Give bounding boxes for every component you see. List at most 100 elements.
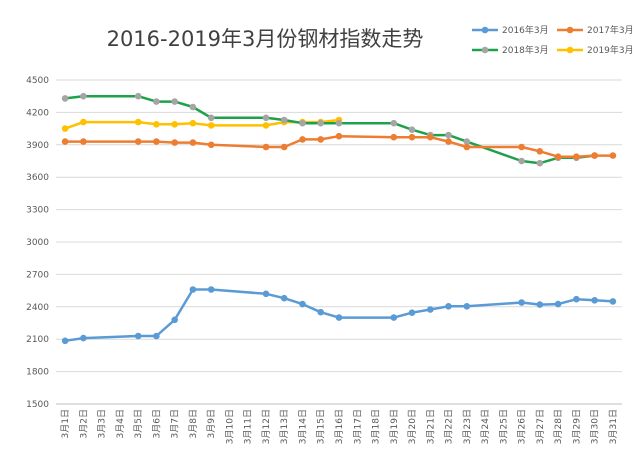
data-point (427, 306, 434, 313)
data-point (134, 138, 142, 145)
data-point (536, 301, 544, 308)
data-point (262, 122, 270, 129)
data-point (390, 133, 398, 141)
data-point (171, 121, 178, 128)
data-point (317, 308, 325, 316)
data-point (61, 138, 69, 145)
x-tick-label: 3月6日 (151, 409, 162, 438)
x-tick-label: 3月7日 (170, 409, 181, 438)
y-tick-label: 2700 (26, 270, 49, 280)
y-tick-label: 3000 (26, 238, 49, 248)
x-tick-label: 3月22日 (444, 409, 455, 444)
x-tick-label: 3月21日 (425, 409, 436, 444)
x-tick-label: 3月23日 (462, 409, 473, 444)
y-axis: 1500 1800 2100 2400 2700 3000 3300 3600 3900 4200… (26, 76, 49, 410)
data-point (61, 95, 69, 102)
data-point (518, 143, 525, 151)
gridlines (56, 79, 622, 405)
data-point (463, 143, 471, 151)
data-point (554, 153, 562, 160)
data-point (153, 121, 160, 128)
x-tick-label: 3月18日 (371, 409, 382, 444)
data-point (280, 116, 288, 124)
data-point (536, 159, 544, 167)
data-point (518, 299, 525, 306)
data-point (80, 92, 87, 100)
x-tick-label: 3月20日 (407, 409, 418, 444)
x-tick-label: 3月8日 (188, 409, 199, 438)
data-point (134, 92, 142, 100)
x-tick-label: 3月10日 (224, 409, 235, 444)
data-point (80, 138, 87, 145)
x-tick-label: 3月24日 (480, 409, 491, 444)
x-tick-label: 3月28日 (553, 409, 564, 444)
data-point (390, 314, 398, 321)
x-tick-label: 3月29日 (571, 409, 582, 444)
x-tick-label: 3月9日 (206, 409, 217, 438)
data-point (463, 303, 471, 310)
x-tick-label: 3月5日 (133, 409, 144, 438)
data-point (335, 119, 343, 127)
legend-marker (481, 26, 489, 34)
x-tick-label: 3月12日 (261, 409, 272, 444)
data-point (189, 103, 197, 111)
data-point (609, 152, 617, 159)
y-tick-label: 2100 (26, 335, 49, 345)
y-tick-label: 1800 (26, 368, 49, 378)
x-tick-label: 3月4日 (115, 409, 126, 438)
x-tick-label: 3月2日 (78, 409, 89, 438)
x-tick-label: 3月15日 (316, 409, 327, 444)
series-group (61, 92, 617, 345)
y-tick-label: 4200 (26, 108, 49, 118)
data-point (335, 132, 343, 140)
data-point (299, 136, 306, 143)
data-point (591, 152, 598, 159)
data-point (573, 153, 580, 160)
data-point (171, 139, 178, 146)
x-tick-label: 3月31日 (608, 409, 619, 444)
data-point (463, 138, 471, 145)
x-tick-label: 3月27日 (535, 409, 546, 444)
data-point (189, 119, 197, 127)
data-point (445, 138, 452, 145)
data-point (262, 114, 270, 122)
data-point (171, 316, 178, 324)
data-point (554, 300, 562, 308)
data-point (189, 286, 197, 293)
legend-item: 2017年3月 (557, 24, 634, 36)
chart-title: 2016-2019年3月份钢材指数走势 (107, 27, 424, 51)
data-point (317, 136, 325, 143)
x-tick-label: 3月3日 (97, 409, 108, 438)
data-point (445, 131, 452, 139)
data-point (408, 309, 416, 317)
data-point (518, 157, 525, 165)
data-point (445, 303, 452, 310)
data-point (573, 295, 580, 303)
x-tick-label: 3月19日 (389, 409, 400, 444)
x-tick-label: 3月14日 (297, 409, 308, 444)
x-tick-label: 3月13日 (279, 409, 290, 444)
data-point (408, 133, 416, 141)
data-point (189, 139, 197, 146)
data-point (591, 297, 598, 304)
data-point (61, 337, 69, 345)
data-point (80, 334, 87, 342)
legend-item: 2018年3月 (472, 44, 549, 56)
x-tick-label: 3月25日 (498, 409, 509, 444)
y-tick-label: 3600 (26, 173, 49, 183)
data-point (427, 133, 434, 141)
data-point (280, 143, 288, 151)
x-tick-label: 3月30日 (590, 409, 601, 444)
data-point (153, 98, 160, 105)
data-point (207, 122, 215, 129)
data-point (262, 143, 270, 151)
data-point (134, 118, 142, 126)
x-tick-label: 3月16日 (334, 409, 345, 444)
data-point (536, 148, 544, 155)
data-point (61, 125, 69, 132)
data-point (80, 118, 87, 126)
data-point (207, 114, 215, 122)
data-point (153, 138, 160, 145)
legend-marker (481, 46, 489, 54)
data-point (134, 332, 142, 340)
